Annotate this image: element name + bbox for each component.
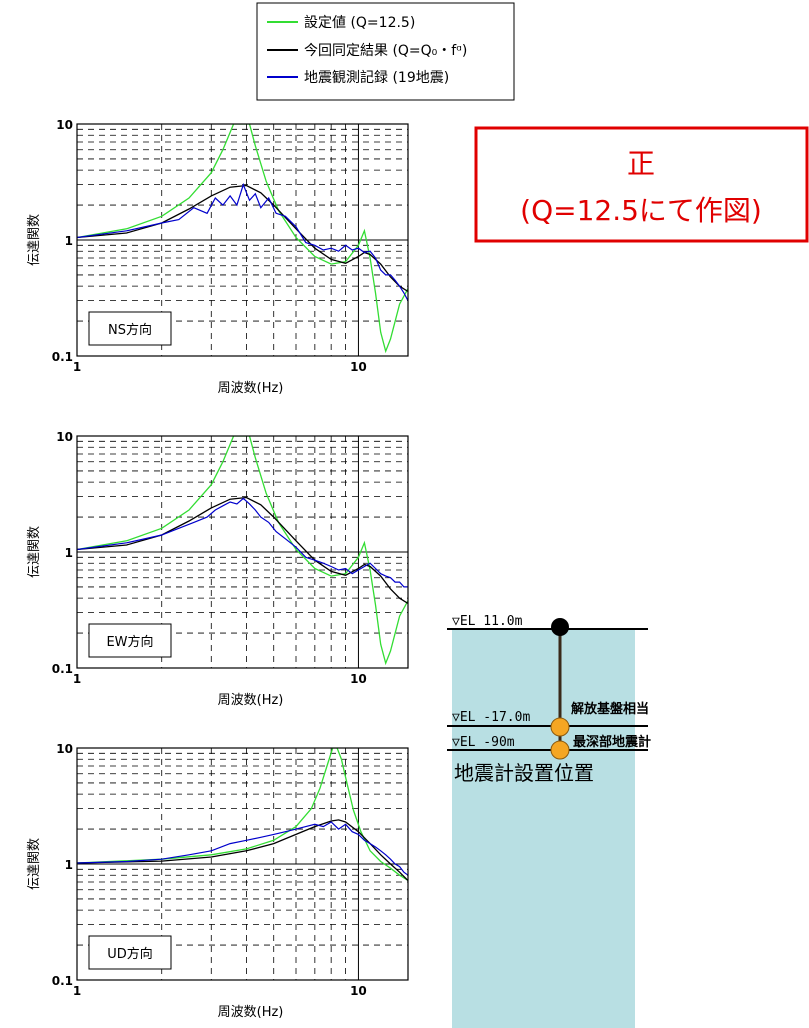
- series-setting-line: [77, 436, 408, 666]
- legend-label-setting: 設定値 (Q=12.5): [304, 15, 415, 31]
- soil-column: [452, 629, 635, 1028]
- y-axis-label: 伝達関数: [27, 838, 42, 890]
- y-tick-label: 10: [56, 742, 73, 756]
- y-tick-label: 0.1: [52, 350, 73, 364]
- level-label-top: ▽EL 11.0m: [452, 614, 523, 629]
- x-tick-label: 1: [73, 360, 81, 374]
- site-title: 地震計設置位置: [454, 761, 594, 785]
- x-tick-label: 10: [350, 984, 367, 998]
- x-tick-label: 1: [73, 672, 81, 686]
- direction-tag-label: UD方向: [107, 946, 153, 962]
- x-tick-label: 1: [73, 984, 81, 998]
- plot-area: [77, 748, 408, 882]
- legend-box: [256, 2, 515, 101]
- seismometer-site-diagram: ▽EL 11.0m ▽EL -17.0m 解放基盤相当 ▽EL -90m 最深部…: [447, 614, 651, 1028]
- x-axis-label: 周波数(Hz): [218, 1005, 284, 1020]
- series-setting-line: [77, 748, 408, 882]
- level-label-base: ▽EL -17.0m: [452, 710, 530, 725]
- direction-tag-box: [88, 935, 172, 970]
- y-axis-label: 伝達関数: [27, 214, 42, 266]
- series-observed-line: [77, 497, 408, 588]
- y-tick-label: 0.1: [52, 974, 73, 988]
- correction-title: 正: [627, 147, 655, 180]
- direction-tag-box: [88, 623, 172, 658]
- y-tick-label: 1: [65, 234, 73, 248]
- legend: 設定値 (Q=12.5) 今回同定結果 (Q=Q₀・fᵅ) 地震観測記録 (19…: [256, 2, 515, 101]
- direction-tag-label: NS方向: [108, 322, 152, 338]
- y-tick-label: 10: [56, 118, 73, 132]
- legend-label-identified: 今回同定結果 (Q=Q₀・fᵅ): [304, 43, 467, 59]
- correction-box: [474, 126, 809, 243]
- x-tick-label: 10: [350, 360, 367, 374]
- x-tick-label: 10: [350, 672, 367, 686]
- seismometer-marker-top: [551, 618, 569, 636]
- series-observed-line: [77, 821, 408, 876]
- plot-frame: [76, 747, 409, 981]
- plot-area: [77, 124, 408, 354]
- y-tick-label: 0.1: [52, 662, 73, 676]
- direction-tag-label: EW方向: [106, 634, 153, 650]
- seismometer-marker-deep: [550, 740, 570, 760]
- direction-tag-box: [88, 311, 172, 346]
- correction-callout: 正 (Q=12.5にて作図): [474, 126, 809, 243]
- legend-label-observed: 地震観測記録 (19地震): [304, 69, 449, 86]
- y-tick-label: 1: [65, 858, 73, 872]
- series-identified-line: [77, 496, 408, 605]
- y-tick-label: 10: [56, 430, 73, 444]
- x-axis-label: 周波数(Hz): [218, 693, 284, 708]
- plot-frame: [76, 123, 409, 357]
- level-annotation-base: 解放基盤相当: [570, 701, 649, 717]
- plot-area: [77, 436, 408, 666]
- series-setting-line: [77, 124, 408, 354]
- series-identified-line: [77, 819, 408, 881]
- seismometer-marker-base: [550, 717, 570, 737]
- series-identified-line: [77, 184, 408, 293]
- y-tick-label: 1: [65, 546, 73, 560]
- correction-note: (Q=12.5にて作図): [520, 194, 762, 227]
- x-axis-label: 周波数(Hz): [218, 381, 284, 396]
- level-annotation-deep: 最深部地震計: [573, 734, 651, 750]
- plot-frame: [76, 435, 409, 669]
- y-axis-label: 伝達関数: [27, 526, 42, 578]
- level-label-deep: ▽EL -90m: [452, 735, 515, 750]
- series-observed-line: [77, 182, 408, 301]
